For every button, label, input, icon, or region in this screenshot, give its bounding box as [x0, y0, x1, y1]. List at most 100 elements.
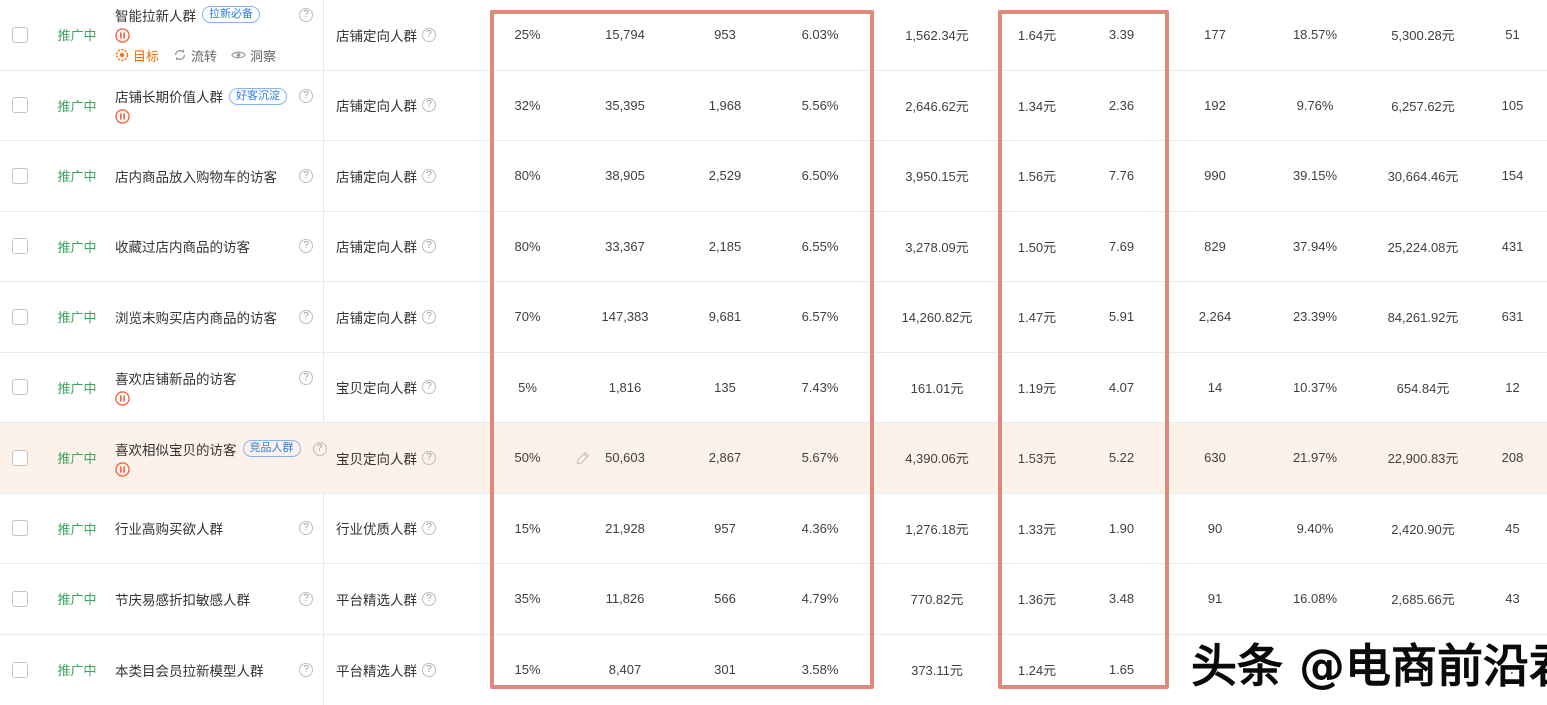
metric-ctr: 6.03%: [801, 27, 839, 43]
metric-collects: 7: [1508, 662, 1517, 678]
help-icon[interactable]: ?: [299, 662, 313, 677]
metric-cvr: 9.40%: [1296, 520, 1334, 536]
action-flow[interactable]: 流转: [173, 46, 217, 65]
pause-icon[interactable]: [115, 462, 130, 477]
metric-ctr: 4.79%: [801, 591, 839, 607]
audience-help-icon[interactable]: ?: [422, 591, 436, 606]
help-icon[interactable]: ?: [299, 591, 313, 606]
metric-cvr: 18.57%: [1292, 27, 1338, 43]
row-checkbox[interactable]: [12, 661, 28, 678]
campaign-name: 行业高购买欲人群: [115, 522, 223, 538]
help-icon[interactable]: ?: [299, 168, 313, 183]
table-row: 推广中 智能拉新人群 拉新必备 ?: [0, 0, 1547, 71]
audience-type-cell: 宝贝定向人群 ?: [323, 448, 490, 468]
audience-type-label: 宝贝定向人群: [336, 381, 417, 397]
metric-ctr: 7.43%: [801, 379, 839, 395]
status-badge: 推广中: [57, 310, 97, 326]
metric-ppc: 1.34元: [1017, 98, 1057, 114]
row-checkbox-cell: [0, 26, 48, 43]
audience-type-label: 店铺定向人群: [336, 169, 417, 185]
metric-impressions: 21,928: [605, 520, 645, 536]
audience-type-label: 平台精选人群: [336, 663, 417, 679]
row-checkbox[interactable]: [12, 238, 28, 255]
row-checkbox[interactable]: [12, 26, 28, 43]
audience-help-icon[interactable]: ?: [422, 168, 436, 183]
metric-clicks: 1,968: [708, 97, 742, 113]
metric-ctr: 5.56%: [801, 97, 839, 113]
row-checkbox[interactable]: [12, 97, 28, 114]
metric-cvr: 16.08%: [1292, 591, 1338, 607]
row-checkbox-cell: [0, 661, 48, 678]
audience-type-label: 平台精选人群: [336, 592, 417, 608]
metric-roi: 5.22: [1108, 450, 1135, 466]
pause-line: [115, 28, 313, 43]
metric-clicks: 2,185: [708, 238, 742, 254]
campaign-name-cell: 智能拉新人群 拉新必备 ?: [106, 5, 323, 65]
metric-collects: 105: [1501, 97, 1524, 113]
row-checkbox[interactable]: [12, 449, 28, 466]
metric-ctr: 3.58%: [801, 662, 839, 678]
metric-revenue: 84,261.92元: [1387, 310, 1459, 326]
metric-premium: 15%: [514, 662, 541, 678]
audience-help-icon[interactable]: ?: [422, 521, 436, 536]
row-checkbox[interactable]: [12, 520, 28, 537]
pause-icon[interactable]: [115, 109, 130, 124]
campaign-tag-badge: 竞品人群: [242, 440, 301, 458]
pause-icon[interactable]: [115, 28, 130, 43]
metric-revenue: 5,300.28元: [1391, 28, 1455, 44]
audience-help-icon[interactable]: ?: [422, 98, 436, 113]
help-icon[interactable]: ?: [312, 441, 327, 456]
row-checkbox[interactable]: [12, 167, 28, 184]
metric-orders: 2,264: [1198, 309, 1232, 325]
pause-line: [115, 391, 313, 406]
help-icon[interactable]: ?: [299, 309, 313, 324]
campaign-name: 收藏过店内商品的访客: [115, 240, 250, 256]
help-icon[interactable]: ?: [299, 239, 313, 254]
audience-help-icon[interactable]: ?: [422, 380, 436, 395]
row-checkbox[interactable]: [12, 590, 28, 607]
metric-roi: 7.76: [1108, 168, 1135, 184]
help-icon[interactable]: ?: [299, 371, 313, 386]
action-target[interactable]: 目标: [115, 46, 159, 65]
campaign-name: 店铺长期价值人群: [115, 90, 223, 106]
audience-type-label: 店铺定向人群: [336, 28, 417, 44]
metric-revenue: 2,420.90元: [1391, 521, 1455, 537]
audience-help-icon[interactable]: ?: [422, 450, 436, 465]
audience-type-cell: 平台精选人群 ?: [323, 589, 490, 609]
audience-type-cell: 店铺定向人群 ?: [323, 166, 490, 186]
metric-premium: 80%: [514, 238, 541, 254]
audience-help-icon[interactable]: ?: [422, 309, 436, 324]
table-row: 推广中 店铺长期价值人群 好客沉淀 ? 店铺定向人群: [0, 71, 1547, 141]
metric-roi: 1.90: [1108, 520, 1135, 536]
metric-impressions: 33,367: [605, 238, 645, 254]
metric-premium: 5%: [518, 379, 537, 395]
action-insight[interactable]: 洞察: [231, 46, 276, 65]
audience-help-icon[interactable]: ?: [422, 239, 436, 254]
table-row: 推广中 本类目会员拉新模型人群 ? 平台精选人群 ? 15% 8,407 301…: [0, 635, 1547, 705]
metric-orders: 177: [1204, 27, 1226, 43]
help-icon[interactable]: ?: [299, 7, 313, 22]
status-badge: 推广中: [57, 521, 97, 537]
row-checkbox[interactable]: [12, 308, 28, 325]
campaign-name-cell: 店内商品放入购物车的访客 ?: [106, 166, 323, 186]
audience-help-icon[interactable]: ?: [422, 662, 436, 677]
watermark-text: 头条 @电商前沿君: [1191, 639, 1547, 693]
cycle-icon: [173, 48, 187, 62]
campaign-name: 本类目会员拉新模型人群: [115, 663, 264, 679]
pause-icon[interactable]: [115, 391, 130, 406]
edit-pencil-icon[interactable]: [575, 450, 591, 466]
metric-orders: 630: [1204, 450, 1226, 466]
metric-collects: 431: [1501, 238, 1524, 254]
status-badge: 推广中: [57, 169, 97, 185]
row-checkbox[interactable]: [12, 379, 28, 396]
help-icon[interactable]: ?: [299, 521, 313, 536]
metric-collects: 12: [1505, 379, 1520, 395]
metric-ppc: 1.33元: [1017, 521, 1057, 537]
audience-help-icon[interactable]: ?: [422, 27, 436, 42]
metric-revenue: 6,257.62元: [1391, 98, 1455, 114]
help-icon[interactable]: ?: [299, 89, 313, 104]
audience-type-cell: 店铺定向人群 ?: [323, 25, 490, 45]
campaign-name: 节庆易感折扣敏感人群: [115, 592, 250, 608]
audience-type-label: 宝贝定向人群: [336, 451, 417, 467]
